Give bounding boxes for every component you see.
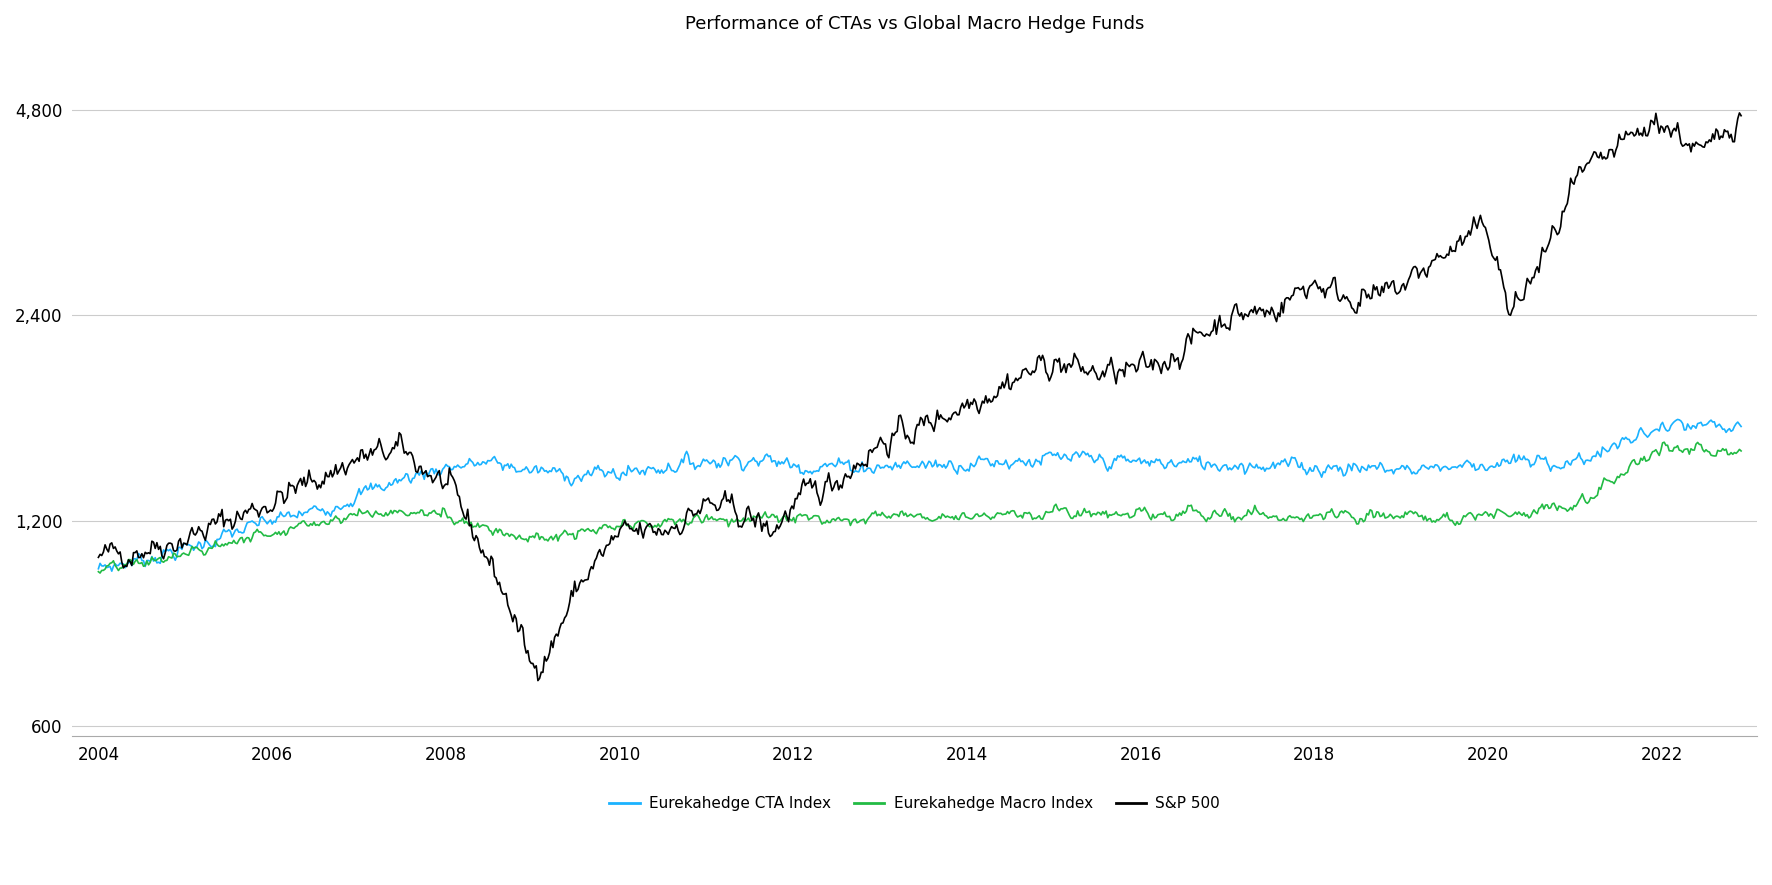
- Title: Performance of CTAs vs Global Macro Hedge Funds: Performance of CTAs vs Global Macro Hedg…: [686, 15, 1145, 33]
- Legend: Eurekahedge CTA Index, Eurekahedge Macro Index, S&P 500: Eurekahedge CTA Index, Eurekahedge Macro…: [602, 789, 1226, 817]
